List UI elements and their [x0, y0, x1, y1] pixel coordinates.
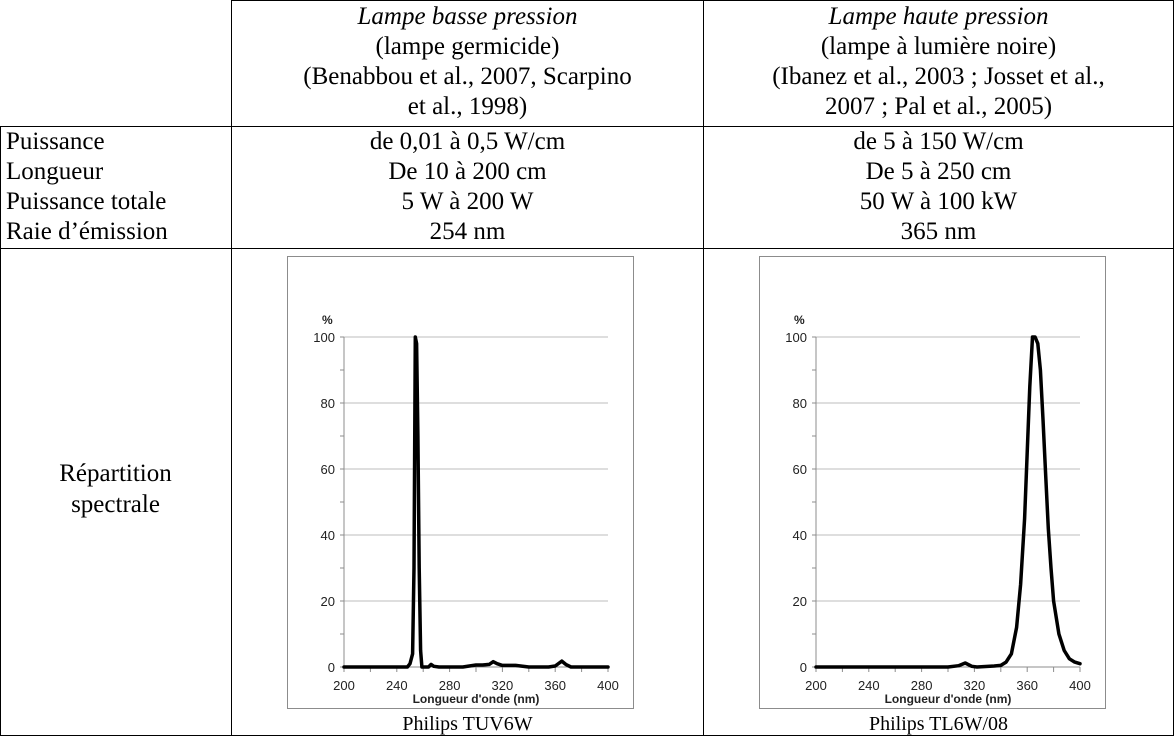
- caption-high-pressure: Philips TL6W/08: [868, 713, 1009, 735]
- x-tick-label: 280: [911, 678, 933, 693]
- row-label-puissance-totale: Puissance totale: [6, 188, 167, 215]
- x-tick-label: 200: [333, 678, 355, 693]
- table-spectral-top-border: [0, 248, 1174, 249]
- low-pressure-title: Lampe basse pression: [357, 3, 578, 30]
- row-label-raie-emission: Raie d’émission: [6, 218, 168, 245]
- chart-low-pressure: 0 20 40 60 80 100 200 240 280 320 360 400% Longueur …: [287, 256, 634, 709]
- chart-high-pressure-svg: 0 20 40 60 80 100 200 240 280 320 360 400% Longueur …: [785, 313, 1091, 706]
- high-pressure-references-1: (Ibanez et al., 2003 ; Josset et al.,: [772, 63, 1105, 90]
- high-pressure-references-2: 2007 ; Pal et al., 2005): [824, 93, 1053, 120]
- y-tick-label: 60: [793, 462, 807, 477]
- header-high-pressure: Lampe haute pression (lampe à lumière no…: [704, 2, 1173, 122]
- x-tick-label: 400: [1069, 678, 1091, 693]
- y-tick-label: 80: [321, 396, 335, 411]
- x-tick-label: 320: [492, 678, 514, 693]
- x-axis-title: Longueur d'onde (nm): [885, 692, 1012, 706]
- x-axis-title: Longueur d'onde (nm): [413, 692, 540, 706]
- row-label-puissance: Puissance: [6, 128, 105, 155]
- spectrum-line: [342, 335, 610, 669]
- x-tick-label: 280: [439, 678, 461, 693]
- y-tick-label: 100: [313, 330, 335, 345]
- caption-low-pressure: Philips TUV6W: [402, 713, 533, 735]
- x-tick-label: 200: [805, 678, 827, 693]
- x-tick-label: 320: [964, 678, 986, 693]
- row-low-raie-emission: 254 nm: [429, 218, 506, 245]
- table-col2-divider: [703, 0, 704, 736]
- row-low-puissance: de 0,01 à 0,5 W/cm: [369, 128, 566, 155]
- row-high-puissance: de 5 à 150 W/cm: [853, 128, 1024, 155]
- row-label-longueur: Longueur: [6, 158, 104, 185]
- y-tick-label: 40: [793, 528, 807, 543]
- y-tick-label: 60: [321, 462, 335, 477]
- high-pressure-subtitle: (lampe à lumière noire): [820, 33, 1057, 60]
- spectral-label-line1: Répartition: [59, 460, 172, 487]
- low-pressure-references-2: et al., 1998): [407, 93, 528, 120]
- table-left-border: [0, 126, 1, 736]
- table-col1-divider: [231, 0, 232, 736]
- low-pressure-subtitle: (lampe germicide): [375, 33, 560, 60]
- row-low-longueur: De 10 à 200 cm: [388, 158, 547, 185]
- high-pressure-title: Lampe haute pression: [828, 3, 1049, 30]
- x-tick-label: 240: [386, 678, 408, 693]
- y-tick-label: 80: [793, 396, 807, 411]
- y-tick-label: 0: [328, 660, 335, 675]
- low-pressure-references-1: (Benabbou et al., 2007, Scarpino: [303, 63, 632, 90]
- table-header-bottom-border: [0, 126, 1174, 127]
- spectrum-line: [814, 335, 1082, 669]
- row-low-puissance-totale: 5 W à 200 W: [401, 188, 534, 215]
- y-axis-title: %: [794, 313, 805, 327]
- table-top-border: [231, 0, 1174, 1]
- x-tick-label: 240: [858, 678, 880, 693]
- spectral-label: Répartition spectrale: [0, 458, 231, 520]
- x-tick-label: 360: [1016, 678, 1038, 693]
- chart-low-pressure-svg: 0 20 40 60 80 100 200 240 280 320 360 400% Longueur …: [313, 313, 619, 706]
- y-tick-label: 40: [321, 528, 335, 543]
- row-high-raie-emission: 365 nm: [900, 218, 977, 245]
- y-tick-label: 20: [793, 594, 807, 609]
- y-tick-label: 0: [800, 660, 807, 675]
- x-tick-label: 360: [544, 678, 566, 693]
- row-high-puissance-totale: 50 W à 100 kW: [859, 188, 1018, 215]
- x-tick-label: 400: [597, 678, 619, 693]
- chart-high-pressure: 0 20 40 60 80 100 200 240 280 320 360 400% Longueur …: [759, 256, 1106, 709]
- y-axis-title: %: [322, 313, 333, 327]
- y-tick-label: 20: [321, 594, 335, 609]
- y-tick-label: 100: [785, 330, 807, 345]
- header-low-pressure: Lampe basse pression (lampe germicide) (…: [232, 2, 703, 122]
- spectral-label-line2: spectrale: [71, 491, 160, 518]
- row-high-longueur: De 5 à 250 cm: [865, 158, 1012, 185]
